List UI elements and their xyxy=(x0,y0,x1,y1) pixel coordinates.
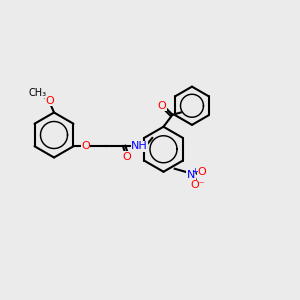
Text: O: O xyxy=(122,152,131,162)
Text: CH₃: CH₃ xyxy=(28,88,46,98)
Text: O: O xyxy=(45,95,54,106)
Text: O: O xyxy=(197,167,206,177)
Text: NH: NH xyxy=(131,141,148,151)
Text: O: O xyxy=(81,141,90,151)
Text: N: N xyxy=(187,170,195,180)
Text: +: + xyxy=(191,167,198,176)
Text: O⁻: O⁻ xyxy=(190,180,205,190)
Text: O: O xyxy=(158,101,166,111)
